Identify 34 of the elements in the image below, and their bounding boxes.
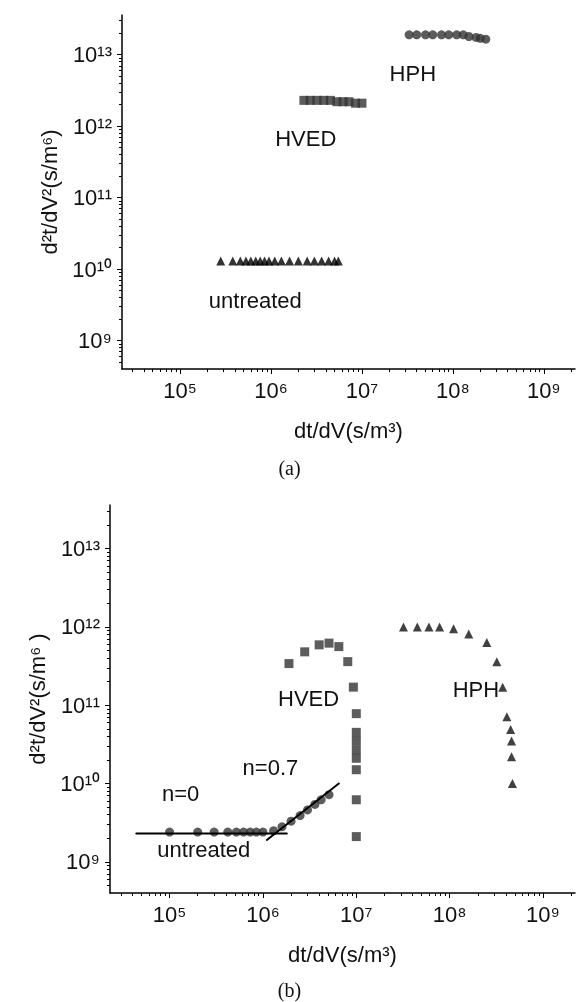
y-tick-label: 10¹² bbox=[60, 614, 100, 640]
y-axis-title: d²t/dV²(s/m⁶ ) bbox=[24, 633, 50, 765]
annotation: n=0 bbox=[161, 780, 200, 806]
y-axis-title: d²t/dV²(s/m⁶) bbox=[36, 129, 62, 255]
annotation: untreated bbox=[157, 837, 251, 863]
annotation: HPH bbox=[452, 677, 500, 703]
y-tick-label: 10¹⁰ bbox=[60, 771, 100, 797]
x-tick-label: 10⁶ bbox=[246, 901, 280, 927]
y-tick-label: 10¹² bbox=[72, 113, 112, 139]
x-tick-label: 10⁶ bbox=[254, 377, 288, 403]
x-tick-label: 10⁸ bbox=[432, 901, 467, 927]
x-tick-label: 10⁵ bbox=[152, 901, 187, 927]
annotation: untreated bbox=[208, 287, 302, 313]
y-tick-label: 10¹⁰ bbox=[72, 256, 112, 282]
annotation: HPH bbox=[389, 61, 437, 87]
annotation: HVED bbox=[275, 126, 337, 152]
text: (a) bbox=[278, 457, 301, 480]
text: (b) bbox=[277, 979, 302, 1002]
x-tick-label: 10⁷ bbox=[340, 901, 373, 927]
x-axis-title: dt/dV(s/m³) bbox=[294, 417, 403, 443]
y-tick-label: 10¹³ bbox=[60, 536, 100, 562]
x-axis-title: dt/dV(s/m³) bbox=[288, 941, 397, 967]
y-tick-label: 10⁹ bbox=[66, 849, 100, 875]
x-tick-label: 10⁹ bbox=[526, 377, 561, 403]
x-tick-label: 10⁸ bbox=[436, 377, 470, 403]
y-tick-label: 10⁹ bbox=[78, 328, 112, 354]
x-tick-label: 10⁵ bbox=[163, 377, 197, 403]
y-tick-label: 10¹¹ bbox=[72, 185, 112, 211]
y-tick-label: 10¹¹ bbox=[60, 692, 100, 718]
y-tick-label: 10¹³ bbox=[72, 42, 112, 68]
annotation: HVED bbox=[278, 686, 340, 712]
x-tick-label: 10⁷ bbox=[345, 377, 379, 403]
annotation: n=0.7 bbox=[242, 754, 299, 780]
x-tick-label: 10⁹ bbox=[526, 901, 560, 927]
